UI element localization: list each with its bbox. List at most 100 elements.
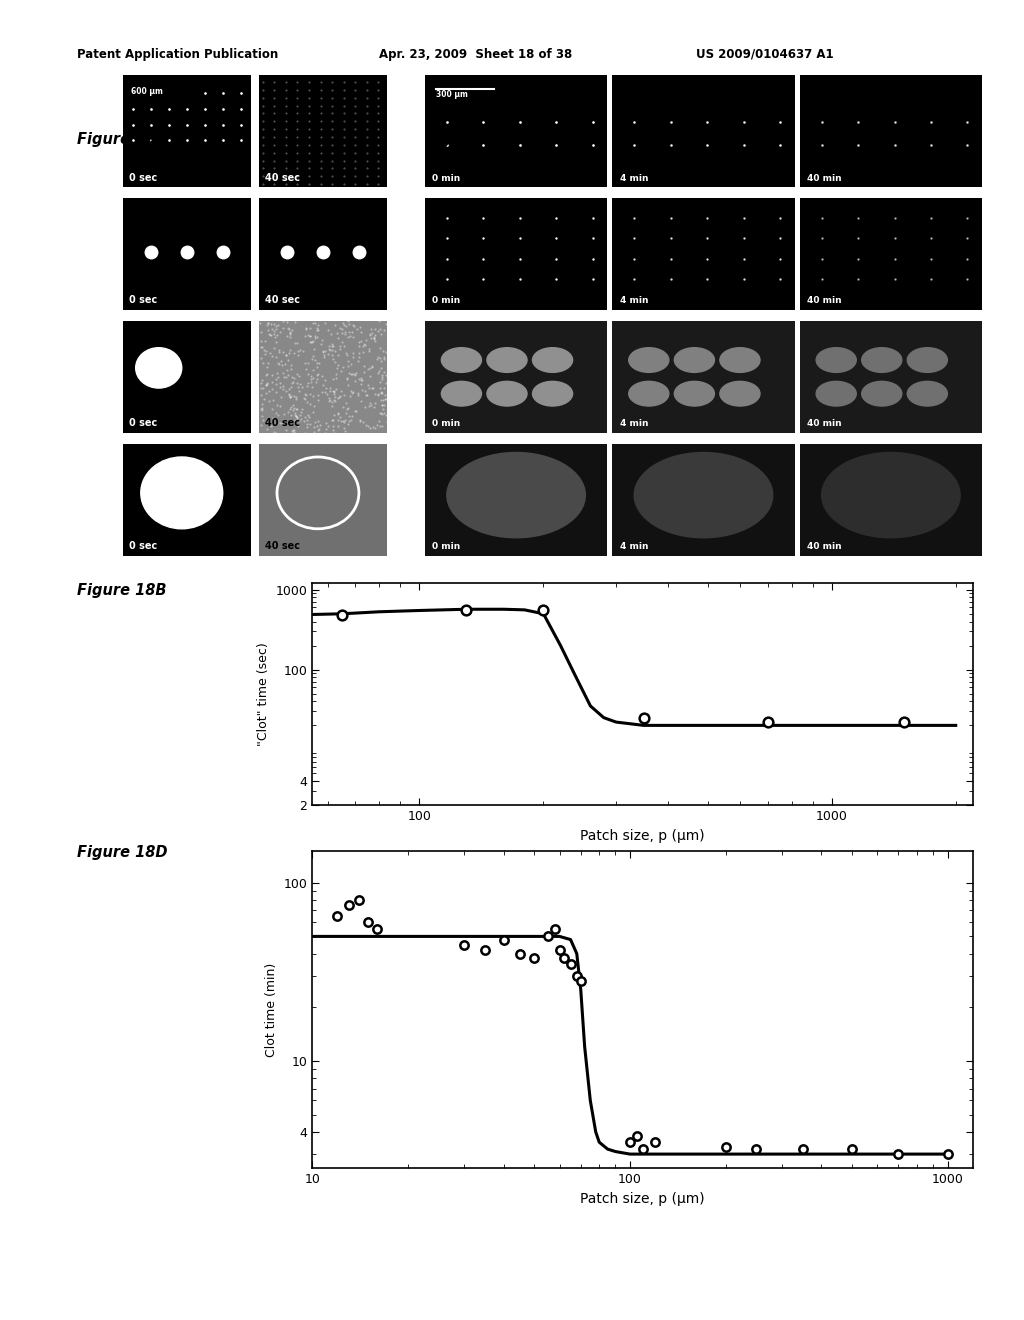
Point: [341, 411, 357, 432]
Point: [281, 343, 297, 364]
Point: [309, 389, 326, 411]
Point: [340, 351, 356, 372]
Point: [367, 392, 383, 413]
Point: [281, 378, 297, 399]
Point: [366, 329, 382, 350]
Point: [344, 314, 360, 335]
Point: [286, 421, 302, 442]
Point: [324, 335, 340, 356]
Point: [333, 360, 349, 381]
Point: [327, 387, 343, 408]
Point: [376, 378, 392, 399]
Point: [263, 319, 280, 341]
Point: [327, 315, 343, 337]
Point: [283, 385, 299, 407]
Point: [370, 384, 386, 405]
Point: [258, 364, 274, 385]
Point: [342, 380, 358, 401]
Point: [324, 345, 340, 366]
Point: [294, 376, 310, 397]
Point: [344, 326, 360, 347]
Point: [349, 318, 366, 339]
Text: 0 min: 0 min: [432, 297, 461, 305]
Point: [376, 347, 392, 368]
Point: [317, 412, 334, 433]
Point: [355, 335, 372, 356]
Text: Apr. 23, 2009  Sheet 18 of 38: Apr. 23, 2009 Sheet 18 of 38: [379, 48, 572, 61]
Point: [296, 388, 312, 409]
Point: [366, 327, 382, 348]
Point: [328, 363, 344, 384]
Point: [352, 411, 369, 432]
Point: [268, 315, 285, 337]
Point: [299, 404, 315, 425]
Point: [364, 395, 380, 416]
Point: [347, 364, 364, 385]
Point: [267, 331, 284, 352]
Point: [372, 416, 388, 437]
Point: [344, 383, 360, 404]
Point: [326, 389, 342, 411]
Point: [327, 383, 343, 404]
Text: 0 min: 0 min: [432, 420, 461, 428]
Point: [270, 367, 287, 388]
Text: 40 min: 40 min: [807, 420, 842, 428]
Point: [323, 378, 339, 399]
Point: [306, 312, 323, 333]
Point: [313, 334, 330, 355]
Circle shape: [675, 347, 715, 372]
Point: [274, 317, 291, 338]
Point: [317, 378, 334, 399]
Point: [362, 358, 379, 379]
Point: [357, 380, 374, 401]
Point: [362, 323, 379, 345]
Point: [372, 360, 388, 381]
Point: [264, 346, 281, 367]
Point: [340, 326, 356, 347]
Point: [377, 388, 393, 409]
Point: [260, 313, 276, 334]
Point: [276, 403, 293, 424]
Point: [282, 326, 298, 347]
Point: [336, 384, 352, 405]
Point: [299, 391, 315, 412]
Point: [255, 352, 271, 374]
Point: [293, 401, 309, 422]
Point: [362, 318, 379, 339]
Point: [376, 362, 392, 383]
Point: [374, 351, 390, 372]
Point: [283, 404, 299, 425]
Point: [302, 384, 318, 405]
Point: [259, 372, 275, 393]
Point: [306, 395, 323, 416]
Point: [271, 395, 288, 416]
Text: 0 sec: 0 sec: [129, 418, 158, 428]
Text: Patent Application Publication: Patent Application Publication: [77, 48, 279, 61]
Point: [349, 383, 366, 404]
Point: [311, 418, 328, 440]
Point: [310, 363, 327, 384]
Point: [329, 322, 345, 343]
Point: [262, 343, 279, 364]
Point: [375, 341, 391, 362]
Text: Figure 18B: Figure 18B: [77, 583, 166, 598]
Point: [274, 355, 291, 376]
Point: [260, 352, 276, 374]
Text: 40 sec: 40 sec: [265, 296, 300, 305]
Point: [258, 364, 274, 385]
Point: [253, 378, 269, 399]
Point: [287, 333, 303, 354]
Point: [347, 371, 364, 392]
Point: [266, 421, 283, 442]
Point: [370, 414, 386, 436]
Point: [340, 397, 356, 418]
Point: [324, 323, 340, 345]
Point: [353, 370, 370, 391]
Point: [309, 414, 326, 436]
Circle shape: [816, 347, 856, 372]
Point: [302, 317, 318, 338]
Point: [272, 378, 289, 399]
Point: [298, 317, 314, 338]
Point: [300, 325, 316, 346]
Point: [255, 378, 271, 399]
